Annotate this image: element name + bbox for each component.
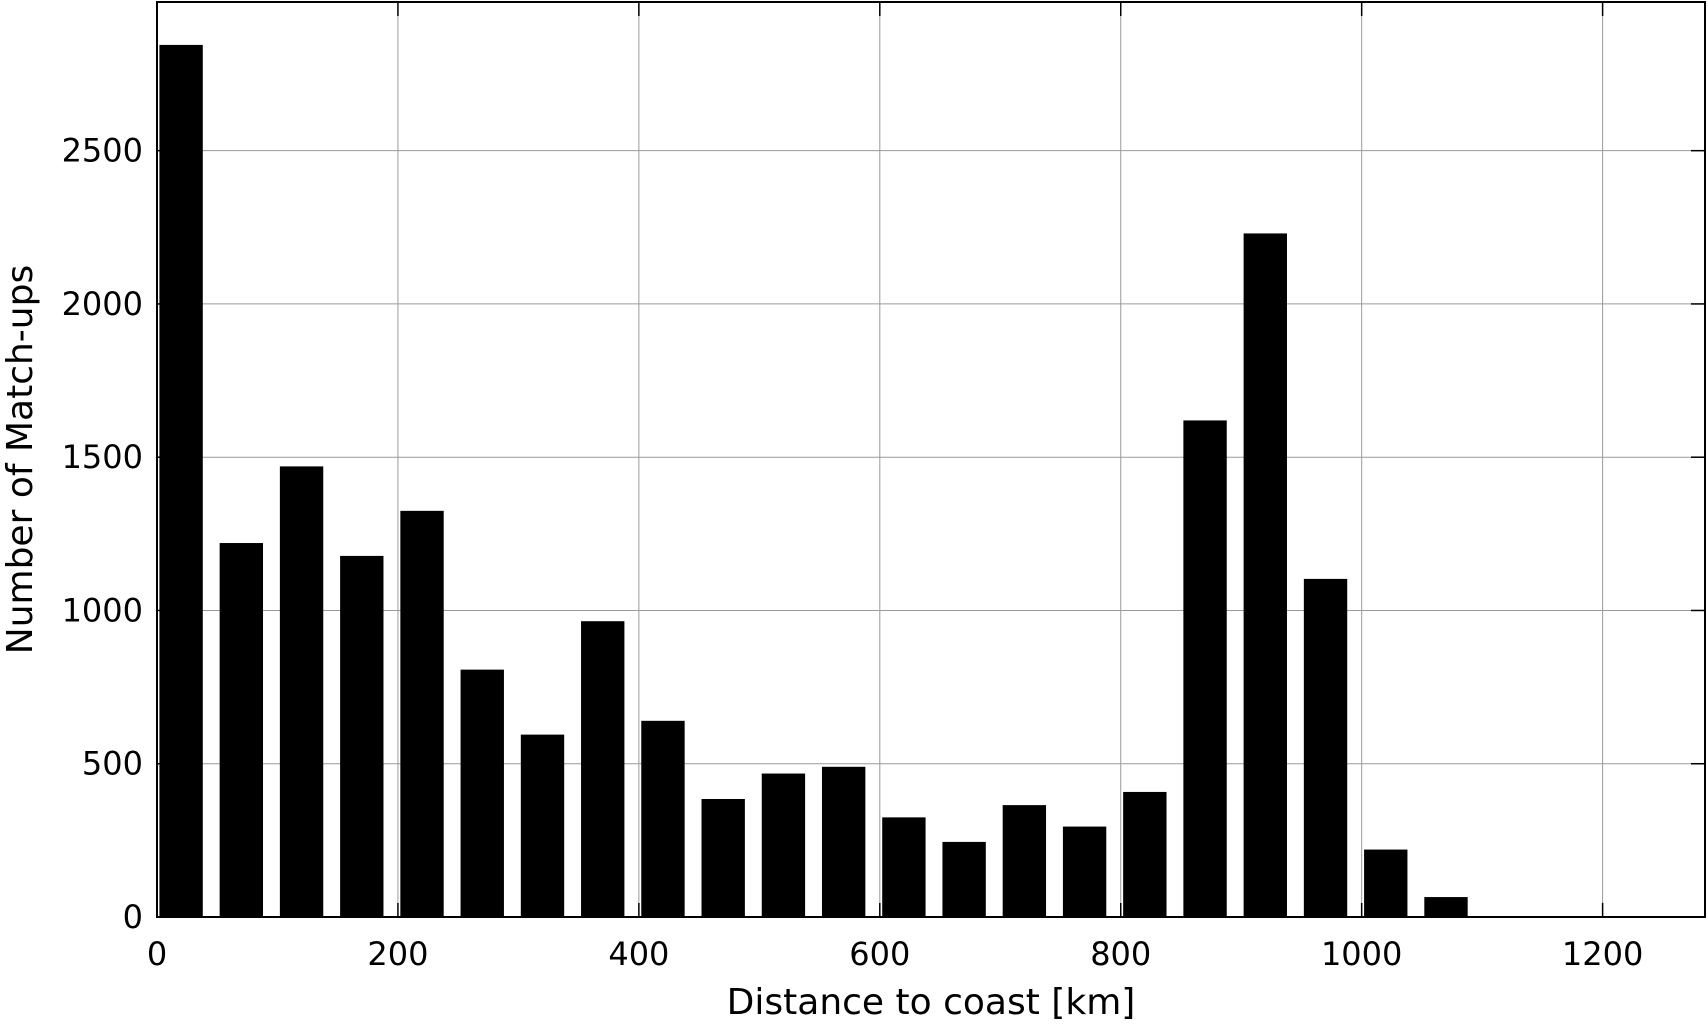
x-tick-label: 600 — [849, 935, 910, 973]
bar — [761, 773, 806, 917]
x-axis-label: Distance to coast [km] — [727, 982, 1136, 1022]
bar — [641, 720, 685, 917]
y-tick-label: 2500 — [62, 132, 143, 170]
x-tick-label: 0 — [147, 935, 167, 973]
bar — [882, 817, 926, 917]
bar — [1002, 805, 1047, 917]
bar — [279, 466, 324, 917]
tick-marks — [156, 2, 1705, 918]
bar — [1364, 849, 1408, 917]
bar — [1424, 897, 1468, 917]
bar — [942, 841, 986, 917]
bar — [159, 44, 203, 918]
bar — [1183, 420, 1227, 917]
bar — [219, 543, 264, 917]
y-tick-label: 0 — [123, 898, 143, 936]
bar — [460, 669, 504, 917]
bar — [1303, 578, 1348, 917]
x-tick-labels: 0 200 400 600 800 1000 1200 — [147, 935, 1644, 973]
x-tick-label: 1200 — [1562, 935, 1643, 973]
x-tick-label: 200 — [367, 935, 428, 973]
bar — [1123, 791, 1167, 917]
bar — [581, 621, 625, 917]
bar — [821, 766, 866, 917]
bar — [340, 555, 384, 917]
x-tick-label: 1000 — [1321, 935, 1402, 973]
y-axis-label: Number of Match-ups — [0, 265, 41, 654]
y-tick-labels: 0 500 1000 1500 2000 2500 — [62, 132, 143, 936]
bar — [520, 734, 565, 917]
y-tick-label: 1000 — [62, 591, 143, 629]
bars — [159, 44, 1468, 918]
plot-frame — [156, 1, 1706, 918]
bar — [1243, 233, 1287, 918]
bar — [701, 798, 745, 917]
y-tick-label: 1500 — [62, 438, 143, 476]
y-tick-label: 2000 — [62, 285, 143, 323]
y-tick-label: 500 — [82, 745, 143, 783]
x-tick-label: 800 — [1090, 935, 1151, 973]
x-tick-label: 400 — [608, 935, 669, 973]
bar — [400, 510, 444, 917]
grid-lines — [157, 2, 1705, 917]
bar — [1062, 826, 1107, 917]
